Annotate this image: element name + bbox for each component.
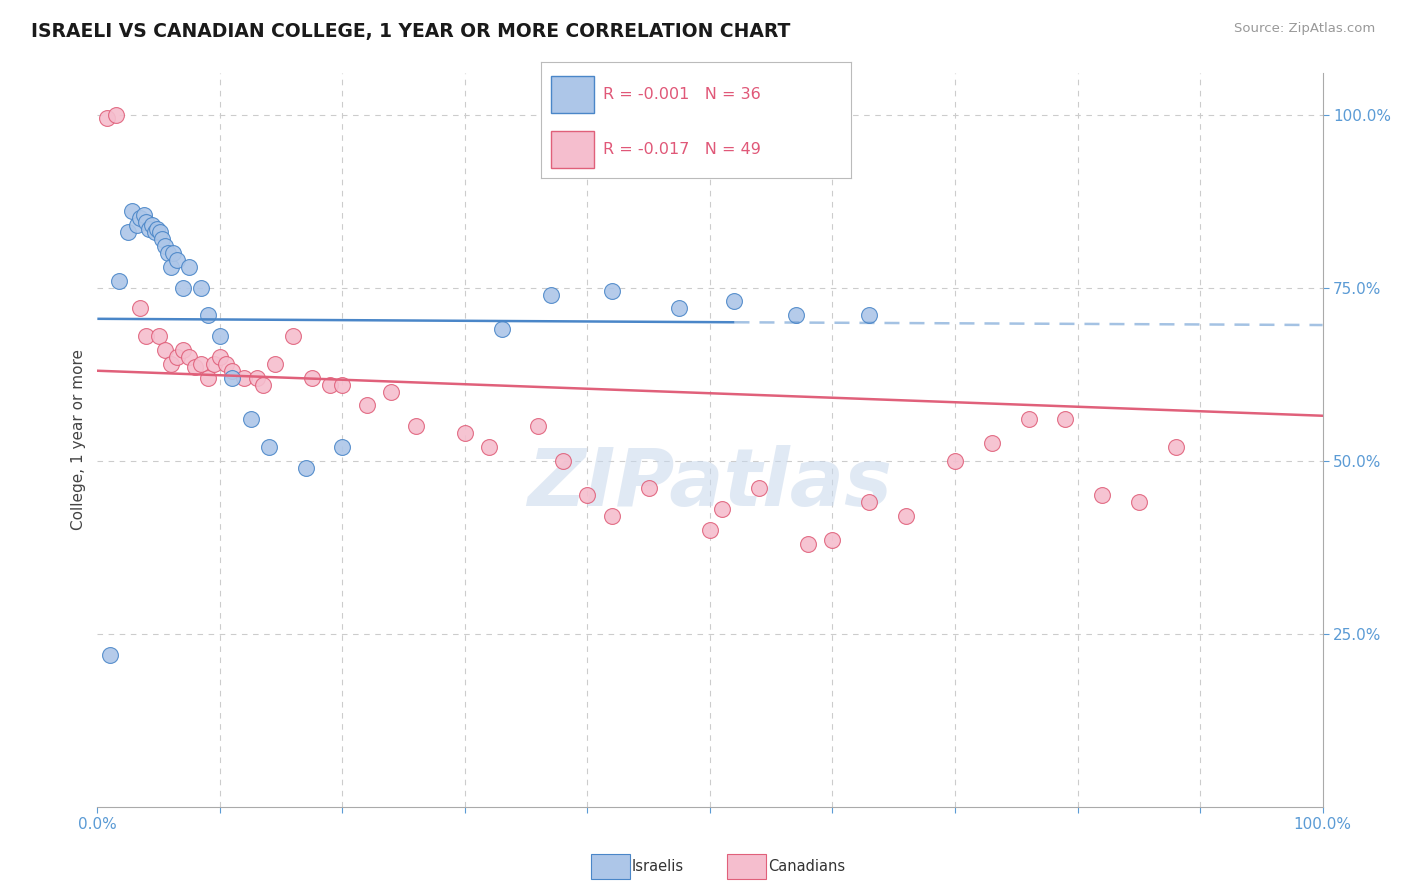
Point — [172, 280, 194, 294]
Point — [129, 211, 152, 226]
Point — [208, 350, 231, 364]
Point — [551, 454, 574, 468]
FancyBboxPatch shape — [551, 77, 593, 113]
Point — [491, 322, 513, 336]
Point — [380, 384, 402, 399]
Point — [138, 221, 160, 235]
Point — [540, 287, 562, 301]
Point — [166, 252, 188, 267]
Point — [1164, 440, 1187, 454]
Point — [527, 419, 550, 434]
Point — [668, 301, 690, 316]
Point — [711, 502, 734, 516]
Point — [197, 370, 219, 384]
Point — [162, 246, 184, 260]
Point — [190, 357, 212, 371]
Point — [252, 377, 274, 392]
Point — [150, 232, 173, 246]
Point — [143, 225, 166, 239]
Point — [121, 204, 143, 219]
Point — [600, 509, 623, 524]
Point — [233, 370, 256, 384]
Point — [153, 239, 176, 253]
Point — [117, 225, 139, 239]
Point — [797, 537, 820, 551]
Point — [172, 343, 194, 357]
Point — [1091, 488, 1114, 502]
Text: R = -0.017   N = 49: R = -0.017 N = 49 — [603, 142, 761, 157]
Point — [108, 274, 131, 288]
Point — [221, 370, 243, 384]
Point — [319, 377, 342, 392]
Point — [184, 360, 207, 375]
Text: Israelis: Israelis — [631, 859, 683, 873]
Point — [208, 329, 231, 343]
Point — [98, 648, 121, 662]
Point — [600, 284, 623, 298]
Point — [1054, 412, 1077, 426]
Text: R = -0.001   N = 36: R = -0.001 N = 36 — [603, 87, 761, 103]
Point — [125, 219, 148, 233]
Y-axis label: College, 1 year or more: College, 1 year or more — [72, 350, 86, 531]
Point — [197, 309, 219, 323]
Point — [943, 454, 966, 468]
Point — [166, 350, 188, 364]
Point — [332, 440, 354, 454]
Point — [246, 370, 269, 384]
Point — [894, 509, 917, 524]
Point — [179, 260, 201, 274]
Point — [332, 377, 354, 392]
Point — [153, 343, 176, 357]
Point — [157, 246, 180, 260]
FancyBboxPatch shape — [551, 131, 593, 168]
Point — [785, 309, 807, 323]
Point — [1128, 495, 1150, 509]
Point — [576, 488, 599, 502]
Point — [980, 436, 1002, 450]
Point — [179, 350, 201, 364]
Point — [478, 440, 501, 454]
Point — [283, 329, 305, 343]
Text: Source: ZipAtlas.com: Source: ZipAtlas.com — [1234, 22, 1375, 36]
Text: Canadians: Canadians — [768, 859, 845, 873]
Point — [1018, 412, 1040, 426]
Text: ISRAELI VS CANADIAN COLLEGE, 1 YEAR OR MORE CORRELATION CHART: ISRAELI VS CANADIAN COLLEGE, 1 YEAR OR M… — [31, 22, 790, 41]
Point — [294, 460, 316, 475]
Text: ZIPatlas: ZIPatlas — [527, 445, 893, 523]
Point — [215, 357, 238, 371]
Point — [135, 329, 157, 343]
Point — [454, 425, 477, 440]
Point — [221, 364, 243, 378]
Point — [264, 357, 287, 371]
Point — [858, 309, 880, 323]
Point — [356, 398, 378, 412]
Point — [723, 294, 745, 309]
Point — [129, 301, 152, 316]
Point — [858, 495, 880, 509]
Point — [257, 440, 280, 454]
Point — [148, 329, 170, 343]
Point — [637, 482, 659, 496]
Point — [141, 219, 163, 233]
Point — [104, 107, 127, 121]
Point — [160, 260, 183, 274]
Point — [301, 370, 323, 384]
Point — [239, 412, 262, 426]
Point — [202, 357, 225, 371]
Point — [149, 225, 172, 239]
Point — [146, 221, 169, 235]
Point — [821, 533, 844, 548]
Point — [405, 419, 427, 434]
Point — [699, 523, 721, 537]
Point — [135, 215, 157, 229]
Point — [748, 482, 770, 496]
Point — [160, 357, 183, 371]
Point — [190, 280, 212, 294]
Point — [96, 111, 118, 125]
Point — [132, 208, 155, 222]
